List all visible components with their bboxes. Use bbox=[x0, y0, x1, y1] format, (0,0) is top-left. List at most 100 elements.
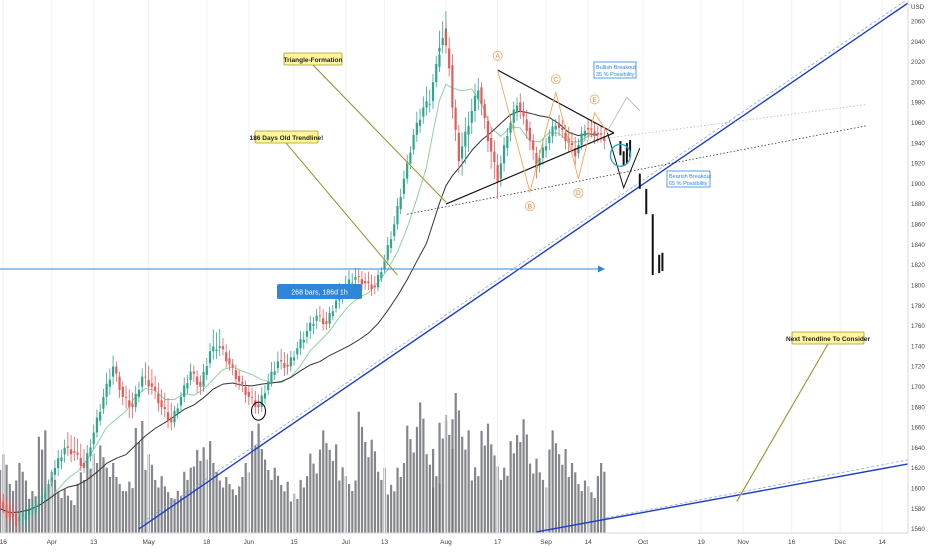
volume-bar bbox=[299, 479, 302, 533]
volume-bar bbox=[441, 438, 444, 533]
candle-body bbox=[270, 371, 273, 382]
price-tick-label: 1820 bbox=[911, 262, 925, 269]
volume-bar bbox=[554, 443, 557, 533]
candle-body bbox=[490, 138, 493, 152]
candle-body bbox=[280, 360, 283, 362]
candle-body bbox=[79, 457, 82, 466]
price-tick-label: 1840 bbox=[911, 242, 925, 249]
candle-body bbox=[564, 132, 567, 142]
volume-bar bbox=[163, 486, 166, 533]
price-tick-label: 1660 bbox=[911, 425, 925, 432]
volume-bar bbox=[315, 473, 318, 533]
candle-body bbox=[186, 383, 189, 389]
candle-body bbox=[37, 503, 40, 505]
retest-circle bbox=[609, 143, 632, 167]
candle-body bbox=[247, 391, 250, 397]
volume-bar bbox=[412, 452, 415, 533]
candle-body bbox=[292, 357, 296, 361]
volume-bar bbox=[137, 442, 141, 533]
volume-bar bbox=[128, 481, 131, 533]
bullish-probability: 35 % Possibility bbox=[596, 72, 635, 78]
candle-body bbox=[548, 136, 551, 144]
volume-bar bbox=[280, 484, 283, 533]
candle-body bbox=[464, 131, 467, 147]
volume-bar bbox=[267, 470, 270, 533]
volume-bar bbox=[509, 441, 512, 533]
volume-bar bbox=[37, 436, 40, 533]
volume-bar bbox=[99, 445, 102, 533]
volume-bar bbox=[519, 442, 522, 533]
volume-bar bbox=[199, 460, 202, 533]
candle-body bbox=[241, 381, 244, 384]
time-tick-label: 14 bbox=[879, 539, 887, 546]
candle-body bbox=[322, 318, 325, 325]
volume-bar bbox=[574, 472, 577, 533]
bullish-breakout-arrow bbox=[607, 96, 641, 132]
volume-bar bbox=[357, 411, 360, 533]
candle-body bbox=[376, 275, 380, 288]
volume-bar bbox=[570, 463, 574, 533]
candle-body bbox=[69, 449, 73, 455]
forecast-bar bbox=[638, 173, 641, 189]
candle-body bbox=[238, 375, 241, 382]
wave-label-badge bbox=[550, 74, 561, 85]
volume-bar bbox=[125, 491, 128, 533]
volume-bar bbox=[477, 476, 480, 533]
volume-bar bbox=[402, 463, 406, 533]
candle-body bbox=[263, 393, 267, 399]
volume-bar bbox=[251, 430, 254, 533]
ma-slow-line bbox=[0, 110, 598, 514]
candle-body bbox=[325, 321, 328, 324]
volume-bar bbox=[338, 480, 341, 533]
candle-body bbox=[596, 132, 599, 135]
volume-bar bbox=[270, 479, 273, 533]
volume-bar bbox=[561, 464, 564, 533]
candle-body bbox=[351, 282, 354, 284]
candle-body bbox=[580, 133, 583, 145]
candle-body bbox=[82, 462, 86, 469]
volume-bar bbox=[474, 467, 477, 533]
volume-bar bbox=[396, 467, 399, 533]
volume-bar bbox=[176, 491, 179, 533]
candle-body bbox=[225, 352, 228, 362]
candle-body bbox=[124, 396, 128, 398]
candle-body bbox=[302, 339, 305, 343]
candle-body bbox=[328, 313, 331, 324]
volume-bar bbox=[512, 453, 515, 533]
volume-bar bbox=[18, 463, 21, 533]
candle-body bbox=[373, 285, 376, 288]
volume-bar bbox=[102, 457, 105, 533]
next-trendline bbox=[536, 463, 909, 533]
volume-bar bbox=[60, 498, 63, 533]
candle-body bbox=[535, 152, 538, 169]
candle-body bbox=[63, 447, 66, 455]
candle-body bbox=[448, 48, 451, 69]
volume-bar bbox=[360, 426, 364, 533]
volume-bar bbox=[63, 489, 66, 533]
candle-body bbox=[189, 371, 192, 381]
volume-bar bbox=[370, 439, 373, 533]
candle-body bbox=[441, 38, 444, 45]
volume-bar bbox=[53, 479, 57, 533]
candle-body bbox=[512, 109, 515, 123]
volume-bar bbox=[577, 484, 580, 533]
time-tick-label: Apr bbox=[47, 539, 58, 546]
candle-body bbox=[27, 510, 31, 515]
volume-bar bbox=[21, 471, 24, 533]
volume-bar bbox=[567, 477, 570, 533]
candle-body bbox=[228, 358, 231, 365]
time-tick-label: 13 bbox=[90, 539, 98, 546]
volume-bar bbox=[305, 476, 309, 533]
time-tick-label: Jul bbox=[342, 539, 351, 546]
volume-bar bbox=[121, 491, 124, 533]
candle-body bbox=[551, 126, 554, 137]
volume-bar bbox=[328, 449, 331, 533]
candle-body bbox=[519, 102, 522, 111]
candle-body bbox=[483, 104, 486, 119]
candle-body bbox=[367, 281, 370, 284]
next-trendline-label: Next Trendline To Consider bbox=[786, 336, 871, 343]
time-tick-label: May bbox=[142, 539, 155, 546]
candle-body bbox=[486, 121, 490, 142]
callout-trendline: 186 Days Old Trendline! bbox=[250, 130, 323, 144]
